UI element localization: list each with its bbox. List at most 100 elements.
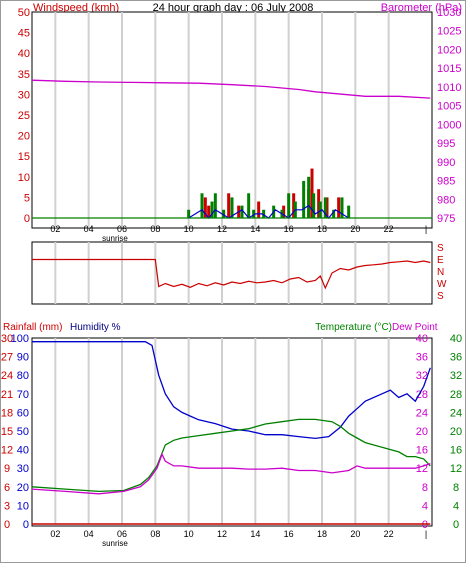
wind-average-bar-1	[200, 193, 204, 218]
dewpoint-tick-8: 8	[422, 482, 428, 494]
wind-average-bar-5	[230, 197, 234, 218]
wind-gust-bar-9	[317, 189, 321, 218]
wind-average-bar-12	[287, 193, 291, 218]
wind-direction-tick-3: W	[437, 279, 447, 290]
p1-x-tick-12: 12	[217, 224, 227, 234]
wind-barometer-series	[31, 79, 432, 219]
windspeed-tick-50: 50	[18, 7, 30, 19]
p3-x-tick-20: 20	[350, 529, 360, 539]
wind-gust-bar-6	[292, 193, 296, 218]
dewpoint-title: Dew Point	[392, 322, 438, 333]
sunrise-label-top: sunrise	[102, 234, 128, 243]
rainfall-tick-12: 12	[1, 445, 13, 457]
p3-x-tick-18: 18	[317, 529, 327, 539]
wind-gust-bar-1	[207, 205, 211, 218]
temperature-tick-36: 36	[450, 352, 462, 364]
rainfall-tick-24: 24	[1, 370, 13, 382]
wind-average-bar-3	[213, 193, 217, 218]
wind-average-bar-2	[210, 201, 214, 218]
barometer-axis-ticks: 975 980 985 990 995 1000 1005 1010 1015 1020 1025 1…	[437, 7, 461, 225]
wind-average-bar-21	[347, 205, 351, 218]
dewpoint-tick-36: 36	[416, 352, 428, 364]
p1-x-tick-14: 14	[250, 224, 260, 234]
humidity-line	[32, 341, 431, 440]
windspeed-tick-20: 20	[18, 131, 30, 143]
p3-x-tick-04: 04	[84, 529, 94, 539]
rainfall-title: Rainfall (mm)	[3, 322, 62, 333]
windspeed-tick-25: 25	[18, 110, 30, 122]
wind-average-bar-7	[247, 193, 251, 218]
p1-x-tick-10: 10	[184, 224, 194, 234]
barometer-tick-1025: 1025	[437, 26, 461, 38]
p3-x-tick-14: 14	[250, 529, 260, 539]
barometer-tick-1005: 1005	[437, 101, 461, 113]
wind-barometer-x-ticks: 02 04 06 08 10 12 14 16 18 20 22 |	[50, 224, 427, 234]
wind-direction-tick-0: S	[437, 243, 444, 254]
wind-direction-tick-1: E	[437, 255, 444, 266]
graph-title: 24 hour graph day : 06 July 2008	[153, 2, 314, 14]
barometer-tick-985: 985	[437, 176, 455, 188]
wind-average-bar-9	[262, 209, 266, 218]
windspeed-title: Windspeed (kmh)	[33, 2, 119, 14]
wind-direction-tick-2: N	[437, 267, 444, 278]
p1-x-tick-20: 20	[350, 224, 360, 234]
humidity-tick-90: 90	[17, 352, 29, 364]
p1-x-tick-22: 22	[384, 224, 394, 234]
rainfall-tick-27: 27	[1, 352, 13, 364]
windspeed-tick-15: 15	[18, 151, 30, 163]
humidity-title: Humidity %	[70, 322, 121, 333]
rainfall-tick-0: 0	[4, 519, 10, 531]
humidity-tick-20: 20	[17, 482, 29, 494]
rainfall-tick-21: 21	[1, 389, 13, 401]
dewpoint-tick-40: 40	[416, 333, 428, 345]
barometer-tick-995: 995	[437, 138, 455, 150]
p1-x-tick-18: 18	[317, 224, 327, 234]
p3-x-tick-12: 12	[217, 529, 227, 539]
dewpoint-tick-28: 28	[416, 389, 428, 401]
wind-barometer-plot-area	[31, 11, 433, 229]
barometer-title: Barometer (hPa)	[381, 2, 462, 14]
rainfall-axis-ticks: 0 3 6 9 12 15 18 21 24 27 30	[1, 333, 13, 531]
dewpoint-tick-16: 16	[416, 445, 428, 457]
wind-direction-gridlines	[54, 242, 390, 304]
wind-average-bar-19	[332, 209, 336, 218]
rain-humidity-temp-x-ticks: 02 04 06 08 10 12 14 16 18 20 22 |	[50, 529, 427, 539]
p3-x-tick-02: 02	[50, 529, 60, 539]
rainfall-tick-9: 9	[4, 463, 10, 475]
barometer-tick-980: 980	[437, 194, 455, 206]
rain-humidity-temp-series	[31, 341, 431, 525]
p1-x-tick-16: 16	[284, 224, 294, 234]
p3-x-tick-06: 06	[117, 529, 127, 539]
barometer-tick-990: 990	[437, 157, 455, 169]
temperature-tick-12: 12	[450, 463, 462, 475]
wind-direction-plot-area	[31, 241, 433, 305]
p1-x-tick-06: 06	[117, 224, 127, 234]
wind-average-bar-15	[307, 176, 311, 218]
wind-gust-bar-11	[337, 197, 341, 218]
wind-average-bar-4	[222, 209, 226, 218]
wind-gust-bar-10	[325, 197, 329, 218]
windspeed-tick-10: 10	[18, 172, 30, 184]
rainfall-tick-3: 3	[4, 500, 10, 512]
barometer-tick-1015: 1015	[437, 63, 461, 75]
humidity-tick-80: 80	[17, 370, 29, 382]
humidity-tick-30: 30	[17, 463, 29, 475]
windspeed-tick-45: 45	[18, 28, 30, 40]
wind-barometer-gridlines	[54, 12, 390, 228]
dewpoint-tick-4: 4	[422, 500, 428, 512]
temperature-line	[31, 418, 431, 493]
humidity-tick-10: 10	[17, 500, 29, 512]
windspeed-tick-30: 30	[18, 89, 30, 101]
wind-direction-series	[32, 258, 431, 290]
p3-x-tick-22: 22	[384, 529, 394, 539]
wind-average-bar-16	[312, 193, 316, 218]
p1-x-tick-04: 04	[84, 224, 94, 234]
wind-direction-line	[32, 258, 431, 290]
temperature-tick-8: 8	[453, 482, 459, 494]
dewpoint-tick-32: 32	[416, 370, 428, 382]
rain-humidity-temp-plot-area	[31, 337, 433, 527]
